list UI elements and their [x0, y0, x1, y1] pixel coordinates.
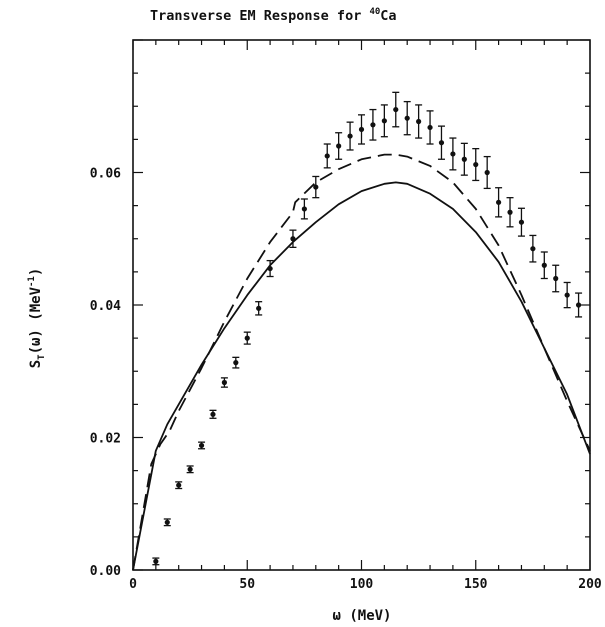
data-point [323, 143, 331, 169]
data-point [460, 142, 468, 176]
point-marker [438, 140, 445, 146]
point-marker [393, 106, 399, 113]
point-marker [404, 115, 410, 121]
point-marker [210, 411, 216, 417]
data-point [243, 331, 251, 345]
point-marker [244, 335, 250, 341]
x-tick-label: 50 [239, 577, 255, 592]
data-point [392, 91, 400, 128]
title-element: Ca [380, 8, 396, 24]
point-marker [461, 156, 467, 162]
point-marker [381, 118, 387, 124]
data-point [335, 132, 343, 160]
data-point [563, 281, 571, 309]
ticks: 0 50 100 150 200 0.00 0.02 0.04 0.06 [90, 39, 602, 592]
point-marker [575, 302, 582, 308]
title-superscript: 40 [369, 7, 380, 17]
data-point [289, 229, 297, 249]
data-point [220, 377, 228, 388]
data-point [300, 198, 308, 220]
data-point [312, 175, 320, 199]
x-tick-label: 0 [129, 577, 137, 592]
y-tick-label: 0.04 [90, 299, 121, 314]
point-marker [256, 305, 262, 311]
data-point [426, 110, 434, 145]
point-marker [221, 379, 227, 386]
point-marker [507, 209, 513, 215]
x-tick-label: 100 [350, 577, 374, 592]
data-point [472, 147, 480, 182]
data-point [540, 251, 548, 280]
data-point [449, 137, 457, 171]
point-marker [198, 442, 205, 449]
data-point [483, 155, 491, 190]
data-point [415, 104, 423, 139]
point-marker [530, 246, 536, 252]
point-marker [233, 360, 239, 366]
data-point [403, 100, 411, 136]
data-point [186, 465, 194, 474]
data-point [552, 264, 560, 293]
point-marker [518, 219, 525, 225]
data-point [495, 187, 503, 218]
point-marker [564, 292, 570, 298]
data-point [380, 104, 388, 138]
point-marker [496, 199, 502, 205]
data-point [232, 356, 240, 369]
x-tick-label: 150 [464, 577, 488, 592]
data-point [575, 292, 583, 318]
point-marker [370, 122, 376, 128]
y-axis-label: ST(ω) (MeV-1) [27, 268, 47, 369]
data-point [163, 518, 171, 527]
point-marker [153, 558, 159, 564]
data-point [266, 259, 274, 278]
data-point [437, 125, 445, 160]
point-marker [416, 118, 422, 125]
point-marker [187, 466, 193, 472]
point-marker [427, 124, 433, 131]
data-point [152, 557, 160, 566]
data-point [209, 409, 217, 419]
data-point [358, 114, 365, 145]
point-marker [324, 153, 330, 159]
point-marker [301, 206, 307, 212]
point-marker [541, 262, 547, 268]
data-point [529, 234, 537, 263]
data-point [506, 197, 514, 228]
chart-title: Transverse EM Response for 40Ca [150, 7, 397, 24]
dashed-curve [132, 153, 591, 571]
curves [132, 153, 591, 571]
point-marker [164, 519, 170, 525]
point-marker [290, 236, 296, 242]
solid-curve [132, 181, 591, 571]
point-marker [336, 143, 342, 149]
y-tick-label: 0.00 [90, 564, 121, 579]
point-marker [553, 275, 559, 282]
data-point [369, 108, 377, 141]
point-marker [484, 169, 490, 176]
point-marker [176, 482, 182, 488]
data-point [255, 301, 263, 316]
x-axis-label: ω (MeV) [332, 608, 391, 624]
data-point [517, 207, 525, 237]
point-marker [358, 126, 365, 133]
x-tick-label: 200 [578, 577, 602, 592]
data-points [152, 91, 583, 566]
y-tick-label: 0.02 [90, 432, 121, 447]
point-marker [313, 184, 319, 190]
point-marker [267, 265, 273, 272]
data-point [346, 121, 354, 151]
point-marker [450, 151, 456, 157]
point-marker [347, 133, 353, 139]
data-point [198, 441, 206, 450]
data-point [175, 481, 183, 490]
point-marker [473, 161, 479, 168]
y-tick-label: 0.06 [90, 167, 121, 182]
